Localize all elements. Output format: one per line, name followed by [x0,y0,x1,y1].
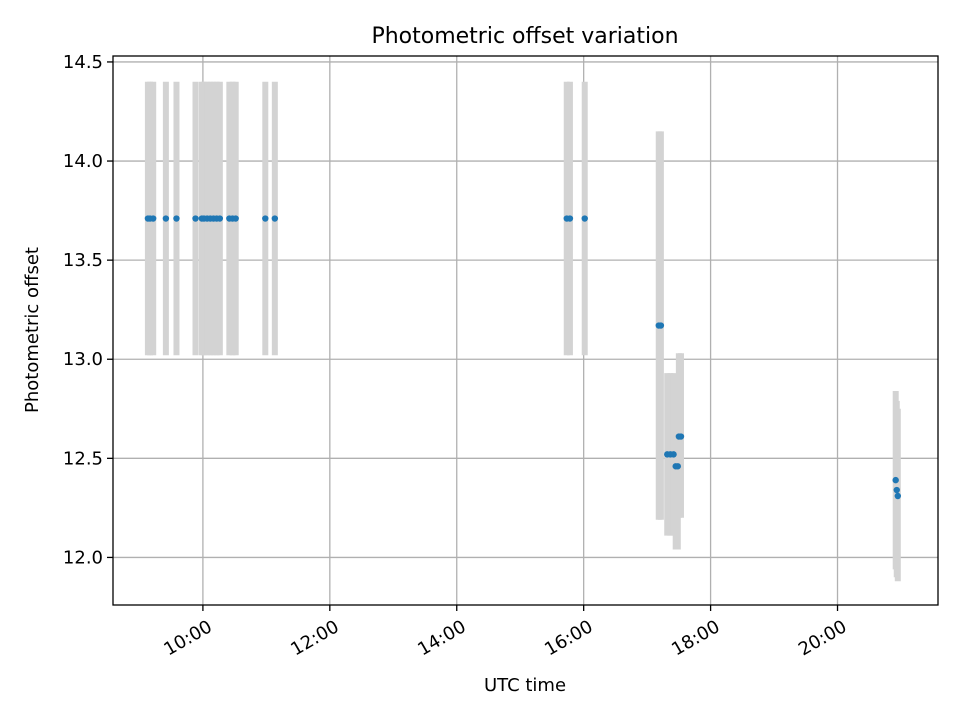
x-tick-label: 14:00 [414,616,469,660]
errorbar-layer [144,81,901,582]
y-axis-ticks: 12.0 12.5 13.0 13.5 14.0 14.5 [63,52,113,568]
x-tick-label: 10:00 [160,616,215,660]
data-point [670,451,677,458]
y-tick-label: 13.5 [63,250,103,271]
data-point [149,215,157,222]
data-point [162,215,170,222]
y-tick-label: 13.0 [63,349,103,370]
data-point [677,433,685,440]
data-point [232,215,239,222]
plot-frame [112,55,939,606]
chart-title: Photometric offset variation [371,24,678,49]
data-point [262,215,269,222]
x-tick-label: 12:00 [287,616,342,660]
y-tick-label: 12.0 [63,547,103,568]
y-tick-label: 12.5 [63,448,103,469]
x-axis-ticks: 10:00 12:00 14:00 16:00 18:00 20:00 [160,605,850,660]
data-point [674,463,682,470]
data-point [657,322,665,329]
x-tick-label: 20:00 [795,616,850,660]
x-tick-label: 18:00 [668,616,723,660]
data-point [216,215,224,222]
grid-layer [113,56,938,605]
point-layer [144,215,902,500]
data-point [271,215,279,222]
data-point [581,215,588,222]
data-point [192,215,199,222]
data-point [173,215,180,222]
x-axis-label: UTC time [484,675,566,696]
data-point [566,215,574,222]
y-tick-label: 14.5 [63,52,103,73]
x-tick-label: 16:00 [541,616,596,660]
y-tick-label: 14.0 [63,151,103,172]
y-axis-label: Photometric offset [22,247,43,413]
data-point [894,492,902,500]
data-point [893,486,900,494]
data-point [892,476,899,484]
